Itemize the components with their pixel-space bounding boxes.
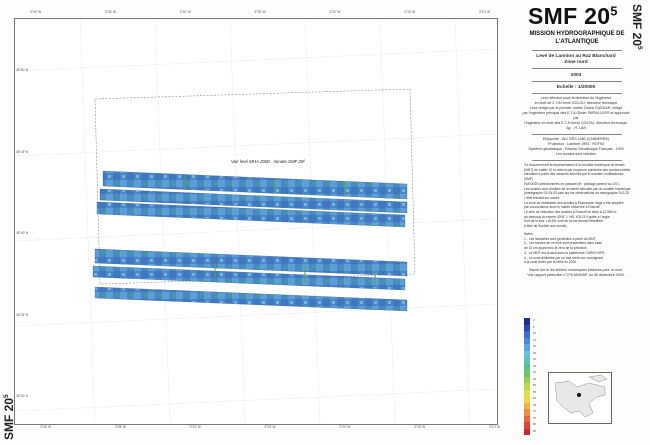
signature: Sg. : H. LAN bbox=[566, 126, 586, 130]
locator-map bbox=[554, 374, 608, 418]
divider bbox=[532, 93, 622, 94]
footer-block: Sauvé fort le les fichiers numériques él… bbox=[527, 268, 625, 277]
credits-block: Levé effectué sous la direction de l'ing… bbox=[522, 96, 630, 125]
legend-value: 55 bbox=[533, 390, 536, 394]
survey-zone: Zone nord bbox=[564, 60, 588, 65]
legend-value: 75 bbox=[533, 416, 536, 420]
legend-swatch bbox=[524, 331, 530, 338]
legend-value: 20 bbox=[533, 345, 536, 348]
bathymetry-map bbox=[15, 19, 497, 424]
organization-name: MISSION HYDROGRAPHIQUE DE L'ATLANTIQUE bbox=[529, 31, 625, 45]
location-marker bbox=[577, 393, 581, 397]
legend-value: 80 bbox=[533, 423, 536, 426]
divider bbox=[532, 68, 622, 69]
lon-ticks-top: 3°40' W 3°35' W 3°30' W 3°25' W 3°20' W 3°15'… bbox=[30, 10, 490, 14]
legend-swatch bbox=[524, 402, 530, 409]
notes-block: Ce document est la représentation d'un m… bbox=[524, 163, 631, 229]
legend-value: 25 bbox=[533, 351, 536, 355]
lon-ticks-bottom: 3°40' W 3°35' W 3°30' W 3°25' W 3°20' W 3°15'… bbox=[40, 425, 500, 429]
legend-swatch bbox=[524, 422, 530, 429]
divider bbox=[532, 81, 622, 82]
legend-value: 15 bbox=[533, 338, 536, 342]
legend-swatch bbox=[524, 428, 530, 435]
legend-swatch bbox=[524, 363, 530, 370]
legend-swatch bbox=[524, 324, 530, 331]
notes-list: Notes 1 - Les isobathes sont générales à … bbox=[524, 232, 606, 265]
sheet-title: SMF 205 bbox=[528, 3, 618, 29]
map-note: Voir levé MHA 2000 - minute SMF 20² bbox=[231, 159, 305, 164]
map-frame: Voir levé MHA 2000 - minute SMF 20² bbox=[14, 18, 498, 425]
survey-year: 2003 bbox=[570, 73, 582, 78]
legend-value: 60 bbox=[533, 397, 536, 400]
legend-swatch bbox=[524, 396, 530, 403]
legend-swatch bbox=[524, 415, 530, 422]
legend-value: 0 bbox=[533, 319, 535, 322]
depth-legend-values: 0 5 10 15 20 25 30 35 40 45 50 55 60 65 70 75 80 85 bbox=[533, 318, 536, 435]
legend-swatch bbox=[524, 318, 530, 325]
divider bbox=[532, 160, 622, 161]
survey-title: Levé de Lannion au Raz Blanchard bbox=[536, 54, 616, 59]
lat-ticks-left: 48°50' N 48°45' N 48°40' N 48°35' N 48°30' N bbox=[16, 68, 29, 398]
legend-swatch bbox=[524, 350, 530, 357]
legend-swatch bbox=[524, 376, 530, 383]
graticule bbox=[15, 19, 497, 424]
legend-swatch bbox=[524, 409, 530, 416]
depth-legend bbox=[524, 318, 530, 435]
legend-swatch bbox=[524, 337, 530, 344]
legend-swatch bbox=[524, 344, 530, 351]
legend-swatch bbox=[524, 370, 530, 377]
legend-swatch bbox=[524, 389, 530, 396]
legend-value: 35 bbox=[533, 364, 536, 368]
divider bbox=[532, 50, 622, 51]
legend-value: 5 bbox=[533, 325, 535, 329]
legend-value: 30 bbox=[533, 358, 536, 361]
geodesy-block: Ellipsoïde : IAG GRS 1980 (CANBERRA) Pro… bbox=[528, 137, 624, 156]
legend-value: 40 bbox=[533, 371, 536, 374]
legend-value: 85 bbox=[533, 429, 536, 433]
previous-survey-boundary bbox=[94, 88, 416, 285]
sheet-id-vertical-right: SMF 205 bbox=[630, 4, 644, 50]
scale-label: Echelle : 1/20000 bbox=[556, 85, 596, 90]
legend-value: 10 bbox=[533, 332, 536, 335]
survey-strips bbox=[92, 170, 408, 312]
legend-swatch bbox=[524, 357, 530, 364]
locator-inset bbox=[548, 372, 612, 424]
legend-value: 50 bbox=[533, 384, 536, 387]
legend-swatch bbox=[524, 383, 530, 390]
divider bbox=[532, 134, 622, 135]
legend-value: 45 bbox=[533, 377, 536, 381]
legend-value: 65 bbox=[533, 403, 536, 407]
legend-value: 70 bbox=[533, 410, 536, 413]
